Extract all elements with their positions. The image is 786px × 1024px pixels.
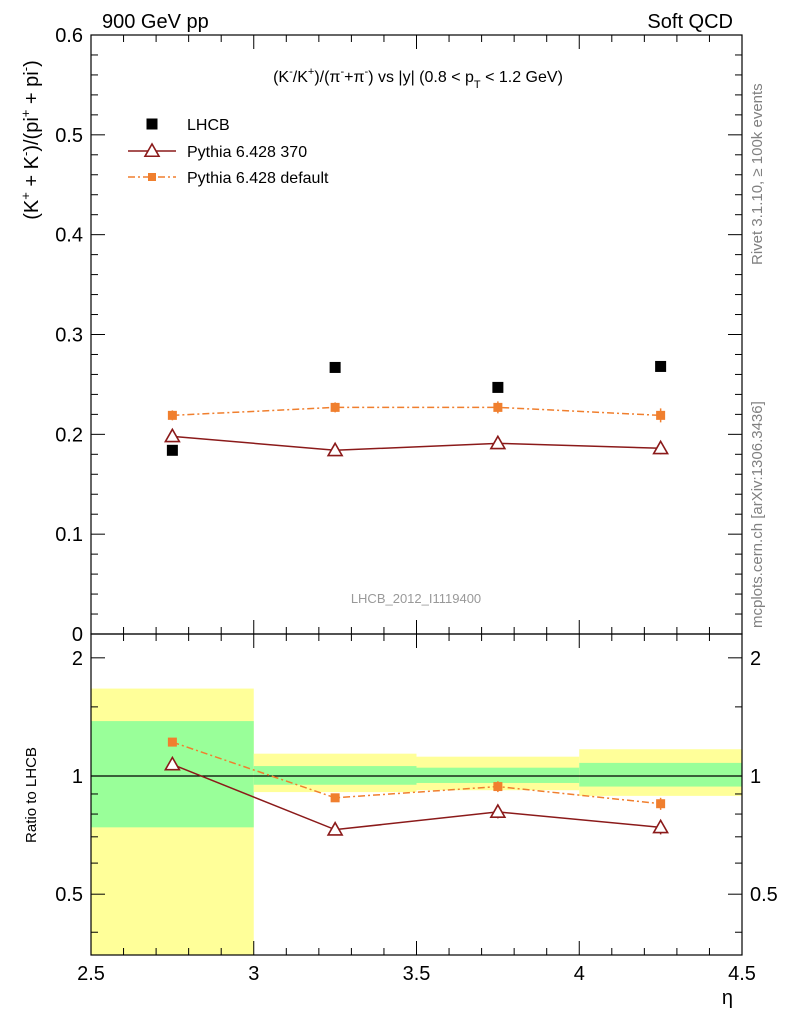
side-label-top: Rivet 3.1.10, ≥ 100k events — [749, 83, 766, 265]
ratio-series-point — [493, 782, 503, 792]
header-left: 900 GeV pp — [102, 11, 209, 33]
title-sup3: - — [340, 66, 344, 78]
series-line-0 — [172, 435, 661, 452]
ratio-series-point — [489, 803, 507, 818]
title-mid2: )/(π — [314, 69, 340, 86]
title-mid4: ) vs |y| (0.8 < p — [368, 69, 474, 86]
ylabel-s4: - — [18, 67, 33, 71]
ratio-series-line-1 — [172, 741, 661, 805]
legend: LHCB Pythia 6.428 370 Pythia 6.428 default — [128, 117, 329, 187]
data-point — [329, 361, 341, 373]
ratio-y-tick-label-right: 2 — [750, 648, 761, 670]
main-plot: 0 0.1 0.2 0.3 0.4 0.5 0.6 — [55, 25, 743, 646]
title-mid1: /K — [293, 69, 308, 86]
y-tick-label: 0.2 — [55, 424, 83, 446]
x-tick-label: 3 — [248, 963, 259, 985]
ratio-y-tick-label-right: 0.5 — [750, 884, 778, 906]
ylabel-s2: - — [18, 152, 33, 156]
chart-title: (K-/K+)/(π-+π-) vs |y| (0.8 < pT < 1.2 G… — [273, 66, 563, 91]
data-point — [655, 360, 667, 372]
header-right: Soft QCD — [647, 11, 733, 33]
ratio-series-line-0 — [172, 763, 661, 831]
y-axis-label: (K+ + K-)/(pi+ + pi-) — [18, 60, 43, 220]
legend-label-1: Pythia 6.428 default — [187, 170, 329, 187]
ylabel-s1: + — [18, 192, 33, 200]
ylabel-p1: (K — [21, 199, 43, 220]
ylabel-s3: + — [18, 110, 33, 118]
series-point — [163, 427, 181, 443]
series-point — [326, 441, 344, 457]
ratio-series-point — [163, 755, 181, 771]
ylabel-p2: + K — [21, 155, 43, 192]
ratio-series-point — [656, 799, 666, 809]
title-mid3: +π — [344, 69, 364, 86]
legend-marker-0 — [143, 142, 161, 158]
side-label-bottom: mcplots.cern.ch [arXiv:1306.3436] — [749, 401, 766, 628]
y-tick-label: 0.5 — [55, 125, 83, 147]
title-prefix: (K — [273, 69, 289, 86]
x-tick-label: 2.5 — [77, 963, 105, 985]
ratio-band-1sigma — [416, 767, 580, 783]
ratio-y-tick-label-right: 1 — [750, 766, 761, 788]
series-point — [167, 410, 177, 420]
y-tick-label: 0.1 — [55, 524, 83, 546]
series-point — [493, 402, 503, 412]
ratio-series-point — [326, 821, 344, 836]
title-sub1: T — [474, 79, 481, 91]
ratio-series-point — [652, 818, 670, 834]
y-tick-label: 0.3 — [55, 325, 83, 347]
title-sup1: - — [289, 66, 293, 78]
x-axis-label: η — [722, 987, 733, 1009]
title-sup2: + — [308, 66, 314, 78]
series-line-1 — [172, 406, 661, 417]
ratio-series-point — [330, 793, 340, 803]
x-tick-label: 4.5 — [728, 963, 756, 985]
series-point — [656, 410, 666, 420]
ratio-y-tick-label: 0.5 — [55, 884, 83, 906]
ratio-band-1sigma — [91, 721, 254, 828]
legend-label-data: LHCB — [187, 117, 230, 134]
data-point — [492, 381, 504, 393]
ratio-y-axis-label: Ratio to LHCB — [23, 747, 40, 843]
ylabel-p3: )/(pi — [21, 117, 43, 151]
legend-data-marker — [146, 118, 158, 130]
y-tick-label: 0.6 — [55, 25, 83, 47]
x-tick-label: 4 — [574, 963, 585, 985]
y-tick-label: 0 — [72, 624, 83, 646]
legend-label-0: Pythia 6.428 370 — [187, 144, 307, 161]
ratio-band-1sigma — [579, 762, 742, 787]
data-point — [166, 444, 178, 456]
ratio-y-tick-label: 2 — [72, 648, 83, 670]
title-suffix: < 1.2 GeV) — [481, 69, 563, 86]
ylabel-p5: ) — [21, 60, 43, 67]
watermark: LHCB_2012_I1119400 — [351, 591, 481, 606]
ratio-plot: 2.5 3 3.5 4 4.5 0.5 0.5 1 1 2 2 — [55, 633, 778, 985]
y-tick-label: 0.4 — [55, 225, 83, 247]
ratio-series-point — [167, 737, 177, 747]
ratio-y-tick-label: 1 — [72, 766, 83, 788]
series-point — [330, 402, 340, 412]
ylabel-p4: + pi — [21, 71, 43, 109]
title-sup4: - — [365, 66, 369, 78]
series-point — [489, 434, 507, 450]
legend-marker-1 — [148, 173, 156, 181]
x-tick-label: 3.5 — [403, 963, 431, 985]
series-point — [652, 439, 670, 455]
